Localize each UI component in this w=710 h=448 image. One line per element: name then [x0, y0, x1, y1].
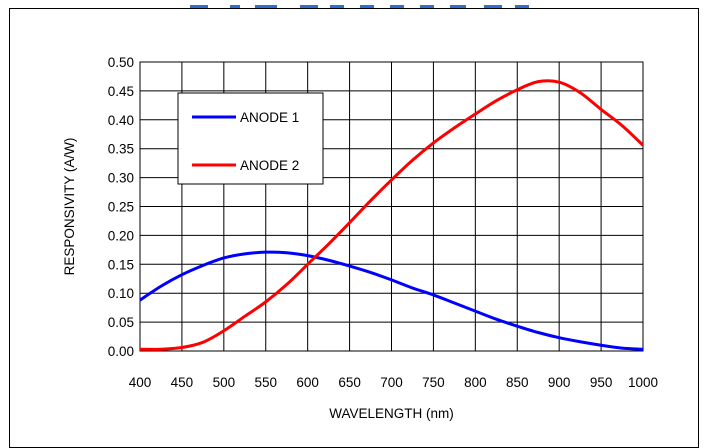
y-tick-label: 0.30 [108, 171, 134, 186]
y-tick-label: 0.35 [108, 142, 134, 157]
x-tick-label: 700 [380, 375, 403, 390]
title-band-remnant [0, 0, 710, 8]
x-tick-label: 600 [296, 375, 319, 390]
y-tick-label: 0.45 [108, 84, 134, 99]
x-tick-label: 750 [422, 375, 445, 390]
legend-box [177, 92, 324, 185]
legend: ANODE 1 ANODE 2 [177, 92, 324, 185]
y-tick-label: 0.10 [108, 286, 134, 301]
y-tick-label: 0.00 [108, 344, 134, 359]
y-axis-ticks: 0.00 0.05 0.10 0.15 0.20 0.25 0.30 0.35 0.40 0.45… [108, 55, 134, 359]
series-lines [139, 79, 645, 351]
y-tick-label: 0.05 [108, 315, 134, 330]
series-line-anode-2 [139, 79, 645, 351]
x-tick-label: 850 [506, 375, 529, 390]
x-tick-label: 650 [338, 375, 361, 390]
legend-label-anode-1: ANODE 1 [240, 110, 299, 125]
x-tick-label: 450 [171, 375, 194, 390]
x-tick-label: 900 [548, 375, 571, 390]
y-tick-label: 0.40 [108, 113, 134, 128]
y-tick-label: 0.25 [108, 200, 134, 215]
x-tick-label: 400 [129, 375, 152, 390]
x-tick-label: 950 [590, 375, 613, 390]
plot-area-border [139, 61, 644, 352]
y-axis-label: RESPONSIVITY (A/W) [62, 138, 77, 276]
y-tick-label: 0.20 [108, 228, 134, 243]
x-tick-label: 800 [464, 375, 487, 390]
x-tick-label: 550 [254, 375, 277, 390]
responsivity-chart: 0.00 0.05 0.10 0.15 0.20 0.25 0.30 0.35 0.40 0.45… [62, 55, 658, 421]
legend-label-anode-2: ANODE 2 [240, 158, 299, 173]
x-tick-label: 1000 [628, 375, 658, 390]
y-tick-label: 0.50 [108, 55, 134, 70]
x-axis-label: WAVELENGTH (nm) [329, 406, 454, 421]
y-tick-label: 0.15 [108, 257, 134, 272]
x-tick-label: 500 [213, 375, 236, 390]
series-line-anode-1 [139, 250, 644, 351]
x-axis-ticks: 400 450 500 550 600 650 700 750 800 850 900 950 1000 [129, 375, 658, 390]
